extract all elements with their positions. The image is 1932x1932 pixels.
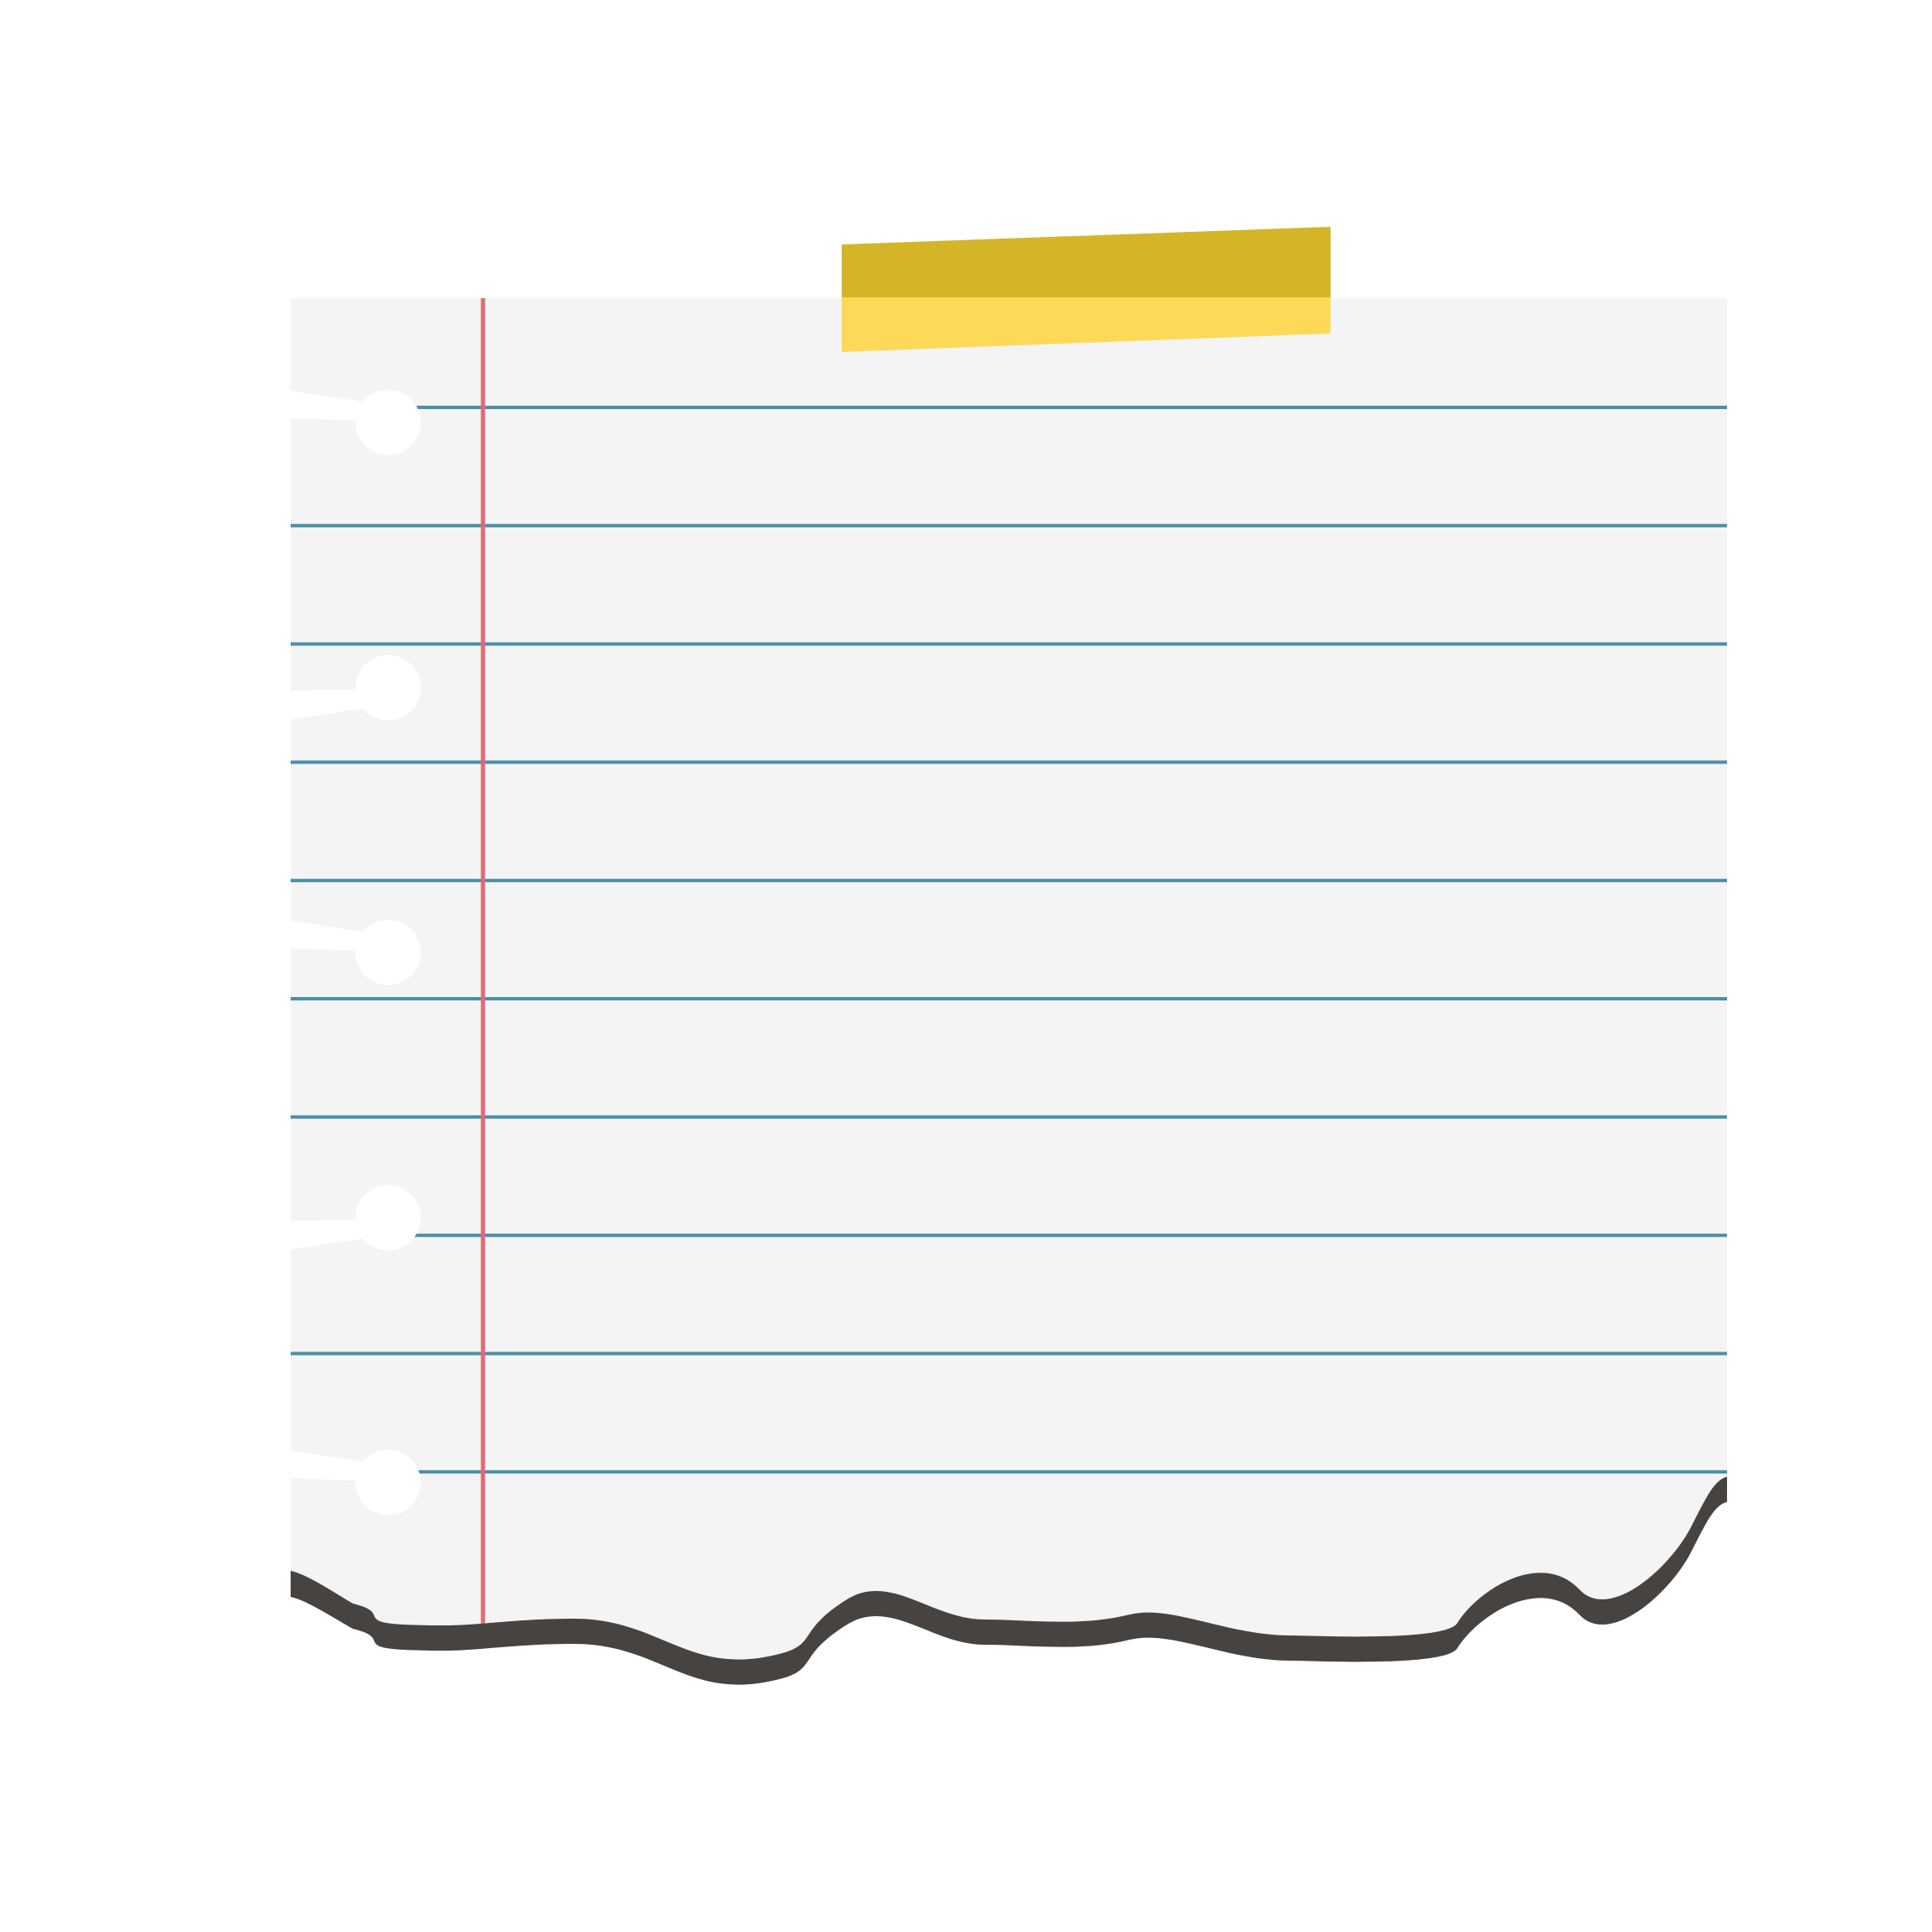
tape-bottom-band	[842, 297, 1331, 352]
tape-top-band	[842, 227, 1331, 299]
binder-hole	[355, 390, 421, 455]
paper-sheet	[291, 298, 1727, 1685]
hole-tear-flap	[291, 1451, 363, 1481]
binder-hole	[355, 1450, 421, 1515]
hole-tear-flap	[291, 1219, 363, 1250]
binder-holes	[291, 390, 421, 1515]
hole-tear-flap	[291, 689, 363, 720]
binder-hole	[355, 1184, 421, 1251]
hole-tear-flap	[291, 921, 363, 951]
torn-edge-shadow	[291, 1477, 1727, 1685]
binder-hole	[355, 654, 421, 721]
binder-hole	[355, 920, 421, 985]
ruled-lines	[291, 406, 1727, 1474]
hole-tear-flap	[291, 391, 363, 421]
